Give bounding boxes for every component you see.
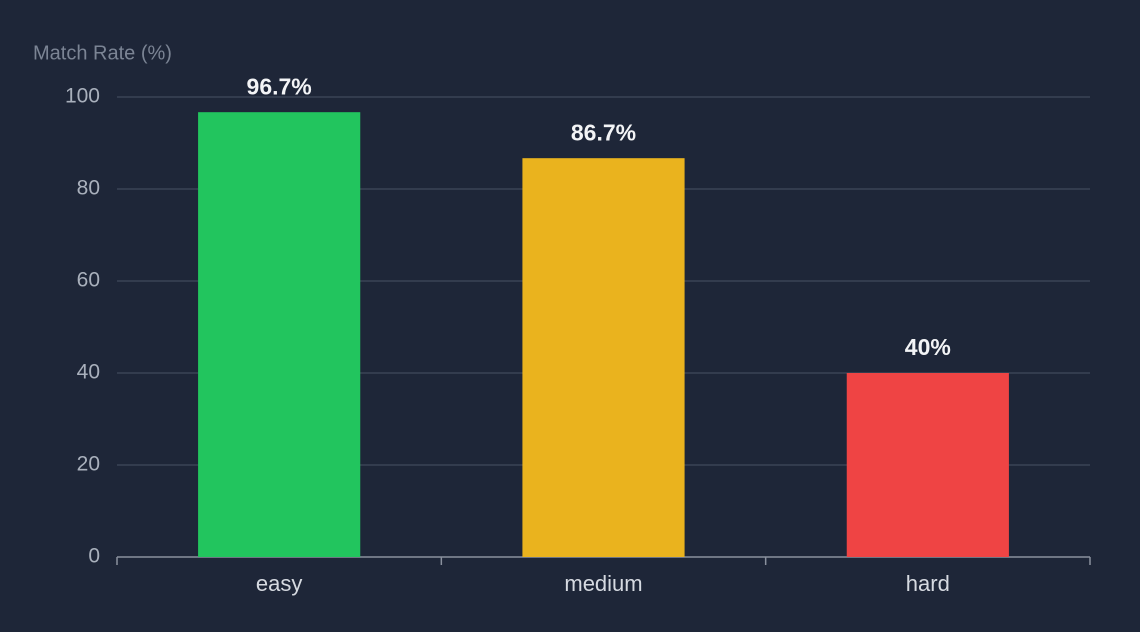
y-axis-label: Match Rate (%) <box>33 42 172 64</box>
value-label: 96.7% <box>247 73 312 99</box>
bar <box>198 112 361 558</box>
y-tick-label: 20 <box>77 453 100 476</box>
y-tick-label: 80 <box>77 177 100 200</box>
value-label: 40% <box>905 334 951 360</box>
y-tick-label: 60 <box>77 269 100 292</box>
x-tick-label: easy <box>256 571 302 596</box>
x-tick-label: hard <box>906 571 950 596</box>
y-tick-label: 0 <box>88 545 100 568</box>
value-label: 86.7% <box>571 119 636 145</box>
bar <box>846 373 1009 557</box>
y-tick-label: 100 <box>65 85 100 108</box>
bar <box>522 158 685 557</box>
y-tick-label: 40 <box>77 361 100 384</box>
x-tick-label: medium <box>564 571 642 596</box>
